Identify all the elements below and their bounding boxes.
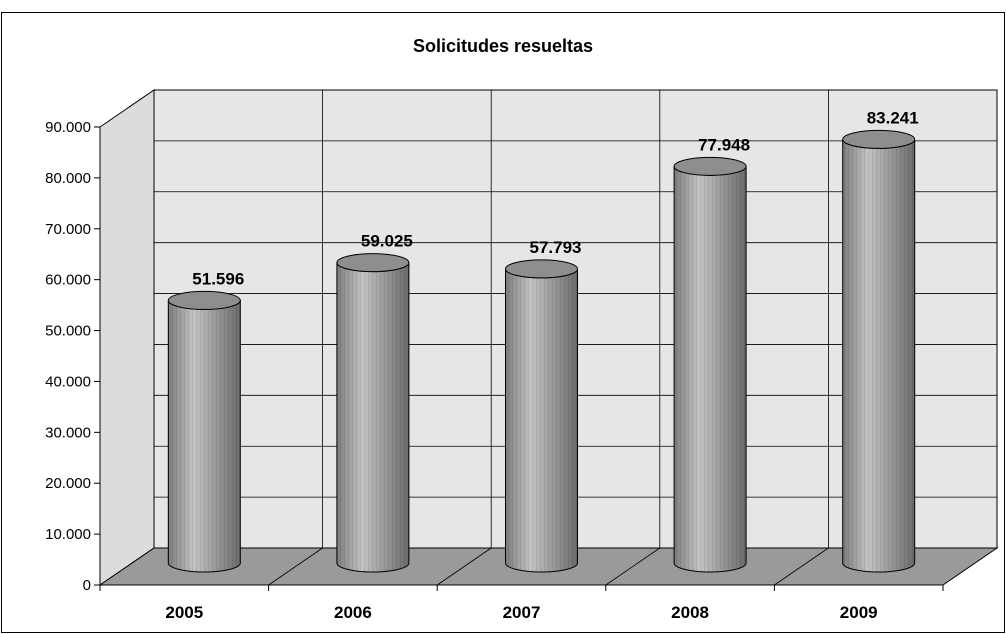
bar-texture [505, 268, 578, 572]
y-tick-label: 10.000 [45, 526, 91, 543]
bar-texture [674, 166, 747, 572]
bar-texture [168, 300, 241, 572]
floor-divider [436, 547, 492, 586]
y-tick-label: 60.000 [45, 272, 91, 289]
y-tick-label: 40.000 [45, 373, 91, 390]
y-tick-label: 80.000 [45, 170, 91, 187]
bar: 83.241 [842, 108, 919, 573]
bar: 57.793 [505, 238, 582, 573]
bar: 77.948 [673, 135, 750, 573]
chart-title: Solicitudes resueltas [413, 36, 593, 56]
y-tick-label: 20.000 [45, 475, 91, 492]
bar-top [842, 129, 916, 149]
bar-series: 51.596 59.025 57.793 77.948 83.241 [167, 108, 919, 573]
data-label: 77.948 [698, 135, 750, 154]
bar-texture [842, 139, 915, 572]
floor-divider [268, 547, 323, 586]
side-wall [99, 89, 155, 586]
data-label: 57.793 [530, 238, 582, 257]
y-axis: 0 10.000 20.000 30.000 40.000 50.000 60.000 70.… [45, 119, 101, 594]
x-tick-label: 2005 [165, 603, 203, 622]
y-tick-label: 0 [83, 577, 91, 594]
y-tick-label: 70.000 [45, 221, 91, 238]
x-tick-label: 2007 [503, 603, 541, 622]
data-label: 59.025 [361, 232, 413, 251]
data-label: 83.241 [867, 108, 919, 127]
x-axis: 2005 2006 2007 2008 2009 [99, 585, 944, 622]
data-label: 51.596 [192, 269, 244, 288]
y-tick-label: 90.000 [45, 119, 91, 136]
bar: 51.596 [167, 269, 244, 573]
x-tick-label: 2006 [334, 603, 372, 622]
floor-dividers [268, 547, 829, 586]
bar-texture [336, 262, 409, 572]
floor-divider [774, 547, 829, 586]
x-tick-label: 2009 [840, 603, 878, 622]
bar-top [167, 290, 241, 310]
bar-top [673, 156, 747, 176]
y-tick-label: 50.000 [45, 323, 91, 340]
bar-top [336, 253, 410, 273]
bar: 59.025 [336, 232, 413, 573]
x-tick-label: 2008 [671, 603, 709, 622]
floor-divider [605, 547, 661, 586]
y-tick-label: 30.000 [45, 424, 91, 441]
bar-top [505, 259, 578, 279]
